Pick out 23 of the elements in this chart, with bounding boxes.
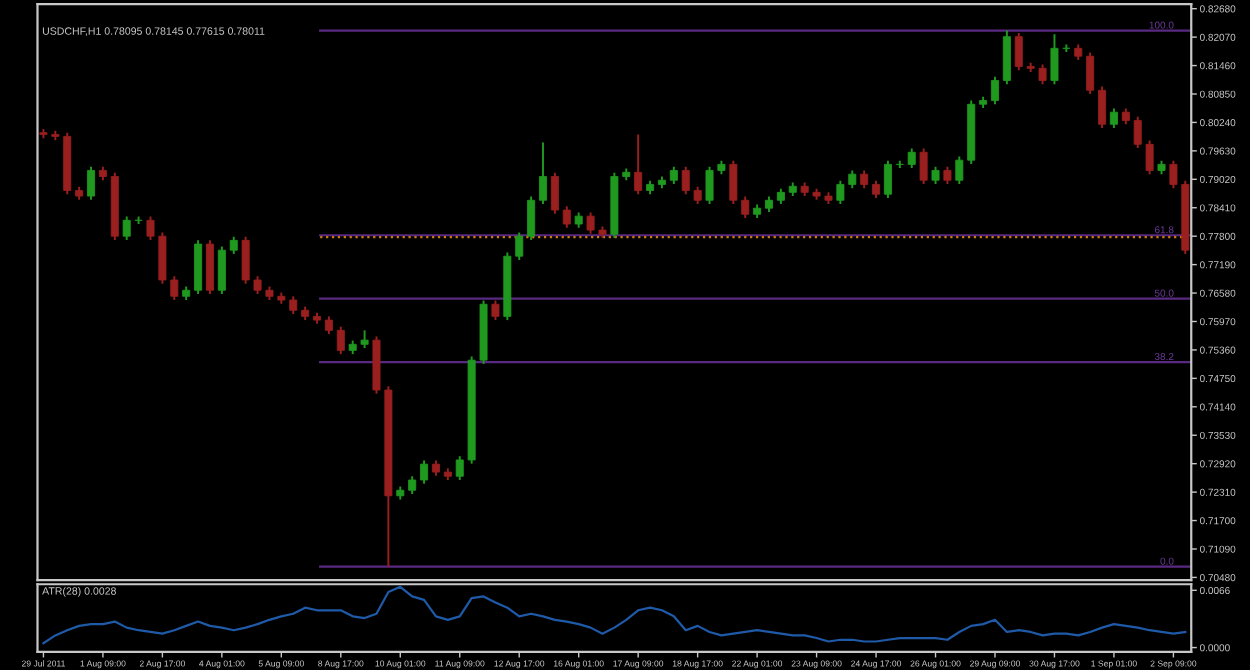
- candlestick: [1086, 51, 1095, 95]
- candlestick: [1109, 107, 1118, 129]
- candlestick: [919, 147, 928, 185]
- candlestick: [1002, 29, 1011, 86]
- candlestick: [122, 215, 131, 241]
- candlestick: [883, 159, 892, 199]
- candlestick: [539, 141, 547, 205]
- candlestick: [1050, 33, 1059, 86]
- line-series: [42, 585, 1187, 645]
- candlestick: [217, 245, 226, 295]
- candlestick: [420, 459, 429, 485]
- candlestick: [194, 239, 203, 295]
- candlestick: [491, 299, 500, 322]
- candlestick: [991, 75, 999, 106]
- candlestick: [527, 195, 536, 241]
- candlestick: [634, 133, 643, 196]
- candlestick: [336, 325, 345, 356]
- candlestick: [562, 205, 571, 229]
- candlestick: [907, 147, 916, 170]
- candlestick: [550, 171, 559, 215]
- candlestick: [205, 239, 214, 295]
- candlestick: [1098, 85, 1107, 129]
- candlestick: [87, 165, 96, 201]
